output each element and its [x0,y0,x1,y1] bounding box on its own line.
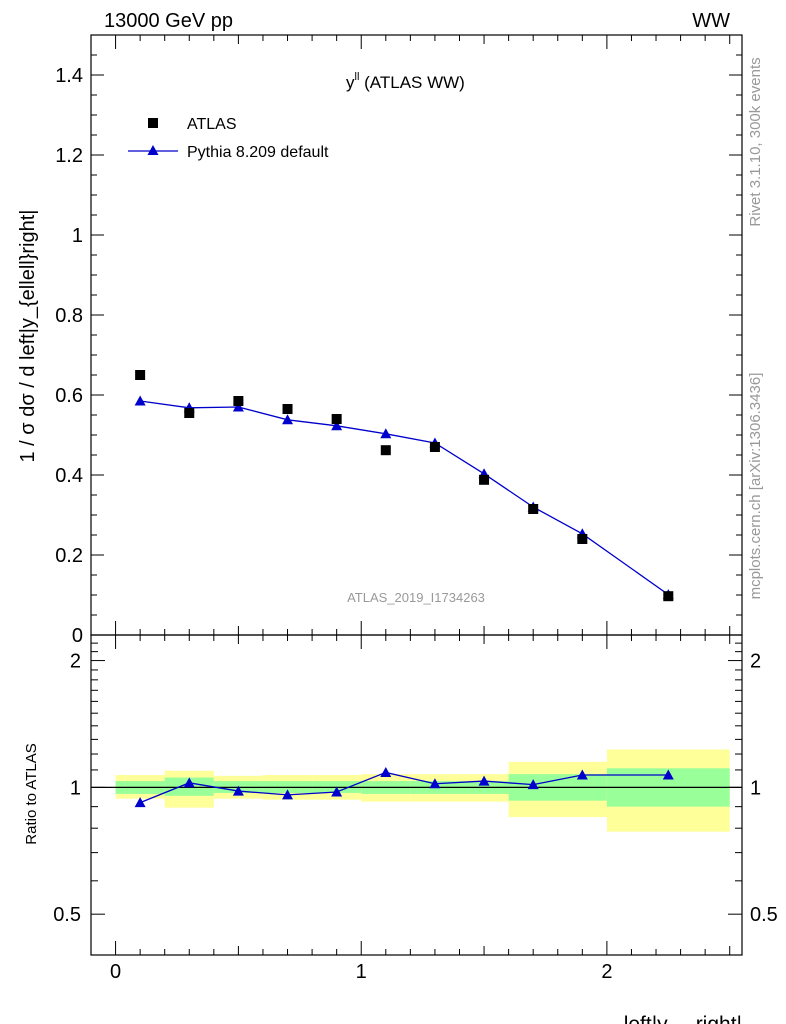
axis-ticks: 0 0.2 0.4 0.6 0.8 1 1.2 1.4 0 1 2 0.5 0.5 1 1 2 2 [53,34,778,983]
ratio-pythia-point-8 [527,779,539,790]
legend-pythia-marker [147,145,159,155]
x-tick-label: 0 [110,961,121,983]
atlas-point-2 [233,396,244,406]
ratio-pythia-point-0 [134,797,146,808]
ratio-pythia-point-1 [183,777,195,788]
pythia-point-5 [380,428,392,439]
header-left-label: 13000 GeV pp [104,10,233,32]
atlas-point-5 [380,445,391,456]
main-y-tick-label: 0.8 [55,305,83,327]
pythia-point-0 [134,395,146,406]
main-panel-title: yll (ATLAS WW) [346,71,465,92]
atlas-point-7 [479,474,490,485]
ratio-pythia-point-5 [380,766,392,777]
main-y-tick-label: 1.4 [55,65,83,87]
atlas-point-6 [429,442,440,452]
main-y-tick-label: 0.2 [55,545,83,567]
x-tick-label: 1 [356,961,367,983]
main-y-tick-label: 0.6 [55,385,83,407]
ratio-pythia-point-7 [478,775,490,786]
atlas-point-3 [282,404,293,414]
pythia-series-line [140,400,669,596]
ratio-y-tick-label-right: 1 [750,777,761,799]
title-superscript: ll [355,71,360,83]
pythia-point-4 [331,420,343,431]
rivet-version-label: Rivet 3.1.10, 300k events [747,57,764,226]
atlas-point-10 [663,591,674,602]
atlas-point-9 [577,534,588,544]
main-y-tick-label: 0 [72,625,83,647]
ratio-uncertainty-bands [115,749,730,832]
xlabel-rest: right| [696,1013,742,1024]
x-tick-label: 2 [601,961,612,983]
ratio-y-tick-label-right: 0.5 [750,904,778,926]
main-y-axis-label: 1 / σ dσ / d left|y_{ellell}right| [17,210,39,463]
main-y-tick-label: 0.4 [55,465,83,487]
legend-atlas-marker [148,118,158,128]
ratio-y-tick-label-left: 2 [70,651,81,673]
ratio-pythia-point-9 [576,769,588,780]
ratio-pythia-point-3 [282,789,294,800]
analysis-watermark: ATLAS_2019_I1734263 [347,590,485,605]
pythia-point-3 [282,414,294,425]
ratio-pythia-point-6 [429,778,441,789]
legend-pythia-label: Pythia 8.209 default [187,144,329,161]
main-y-tick-label: 1 [72,225,83,247]
atlas-point-4 [331,414,342,424]
title-rest: (ATLAS WW) [359,73,464,92]
ratio-pythia-point-2 [232,785,244,796]
ratio-y-axis-label: Ratio to ATLAS [23,743,40,844]
legend-atlas-label: ATLAS [187,116,237,133]
atlas-point-8 [528,504,539,514]
mcplots-label: mcplots.cern.ch [arXiv:1306.3436] [747,373,764,600]
ratio-y-tick-label-right: 2 [750,651,761,673]
ratio-panel-series [134,766,674,808]
main-y-tick-label: 1.2 [55,145,83,167]
title-main: y [346,73,355,92]
atlas-point-1 [184,408,195,418]
atlas-point-0 [135,370,146,380]
header-right-label: WW [692,10,730,32]
xlabel-main: left|y [624,1013,668,1024]
pythia-point-2 [232,401,244,412]
ratio-panel-frame [90,634,743,956]
x-axis-label: left|yellellright| [624,1013,742,1024]
ratio-pythia-point-10 [662,769,674,780]
ratio-y-tick-label-left: 0.5 [53,904,81,926]
main-panel-series [134,370,674,602]
ratio-pythia-point-4 [331,786,343,797]
ratio-y-tick-label-left: 1 [70,777,81,799]
